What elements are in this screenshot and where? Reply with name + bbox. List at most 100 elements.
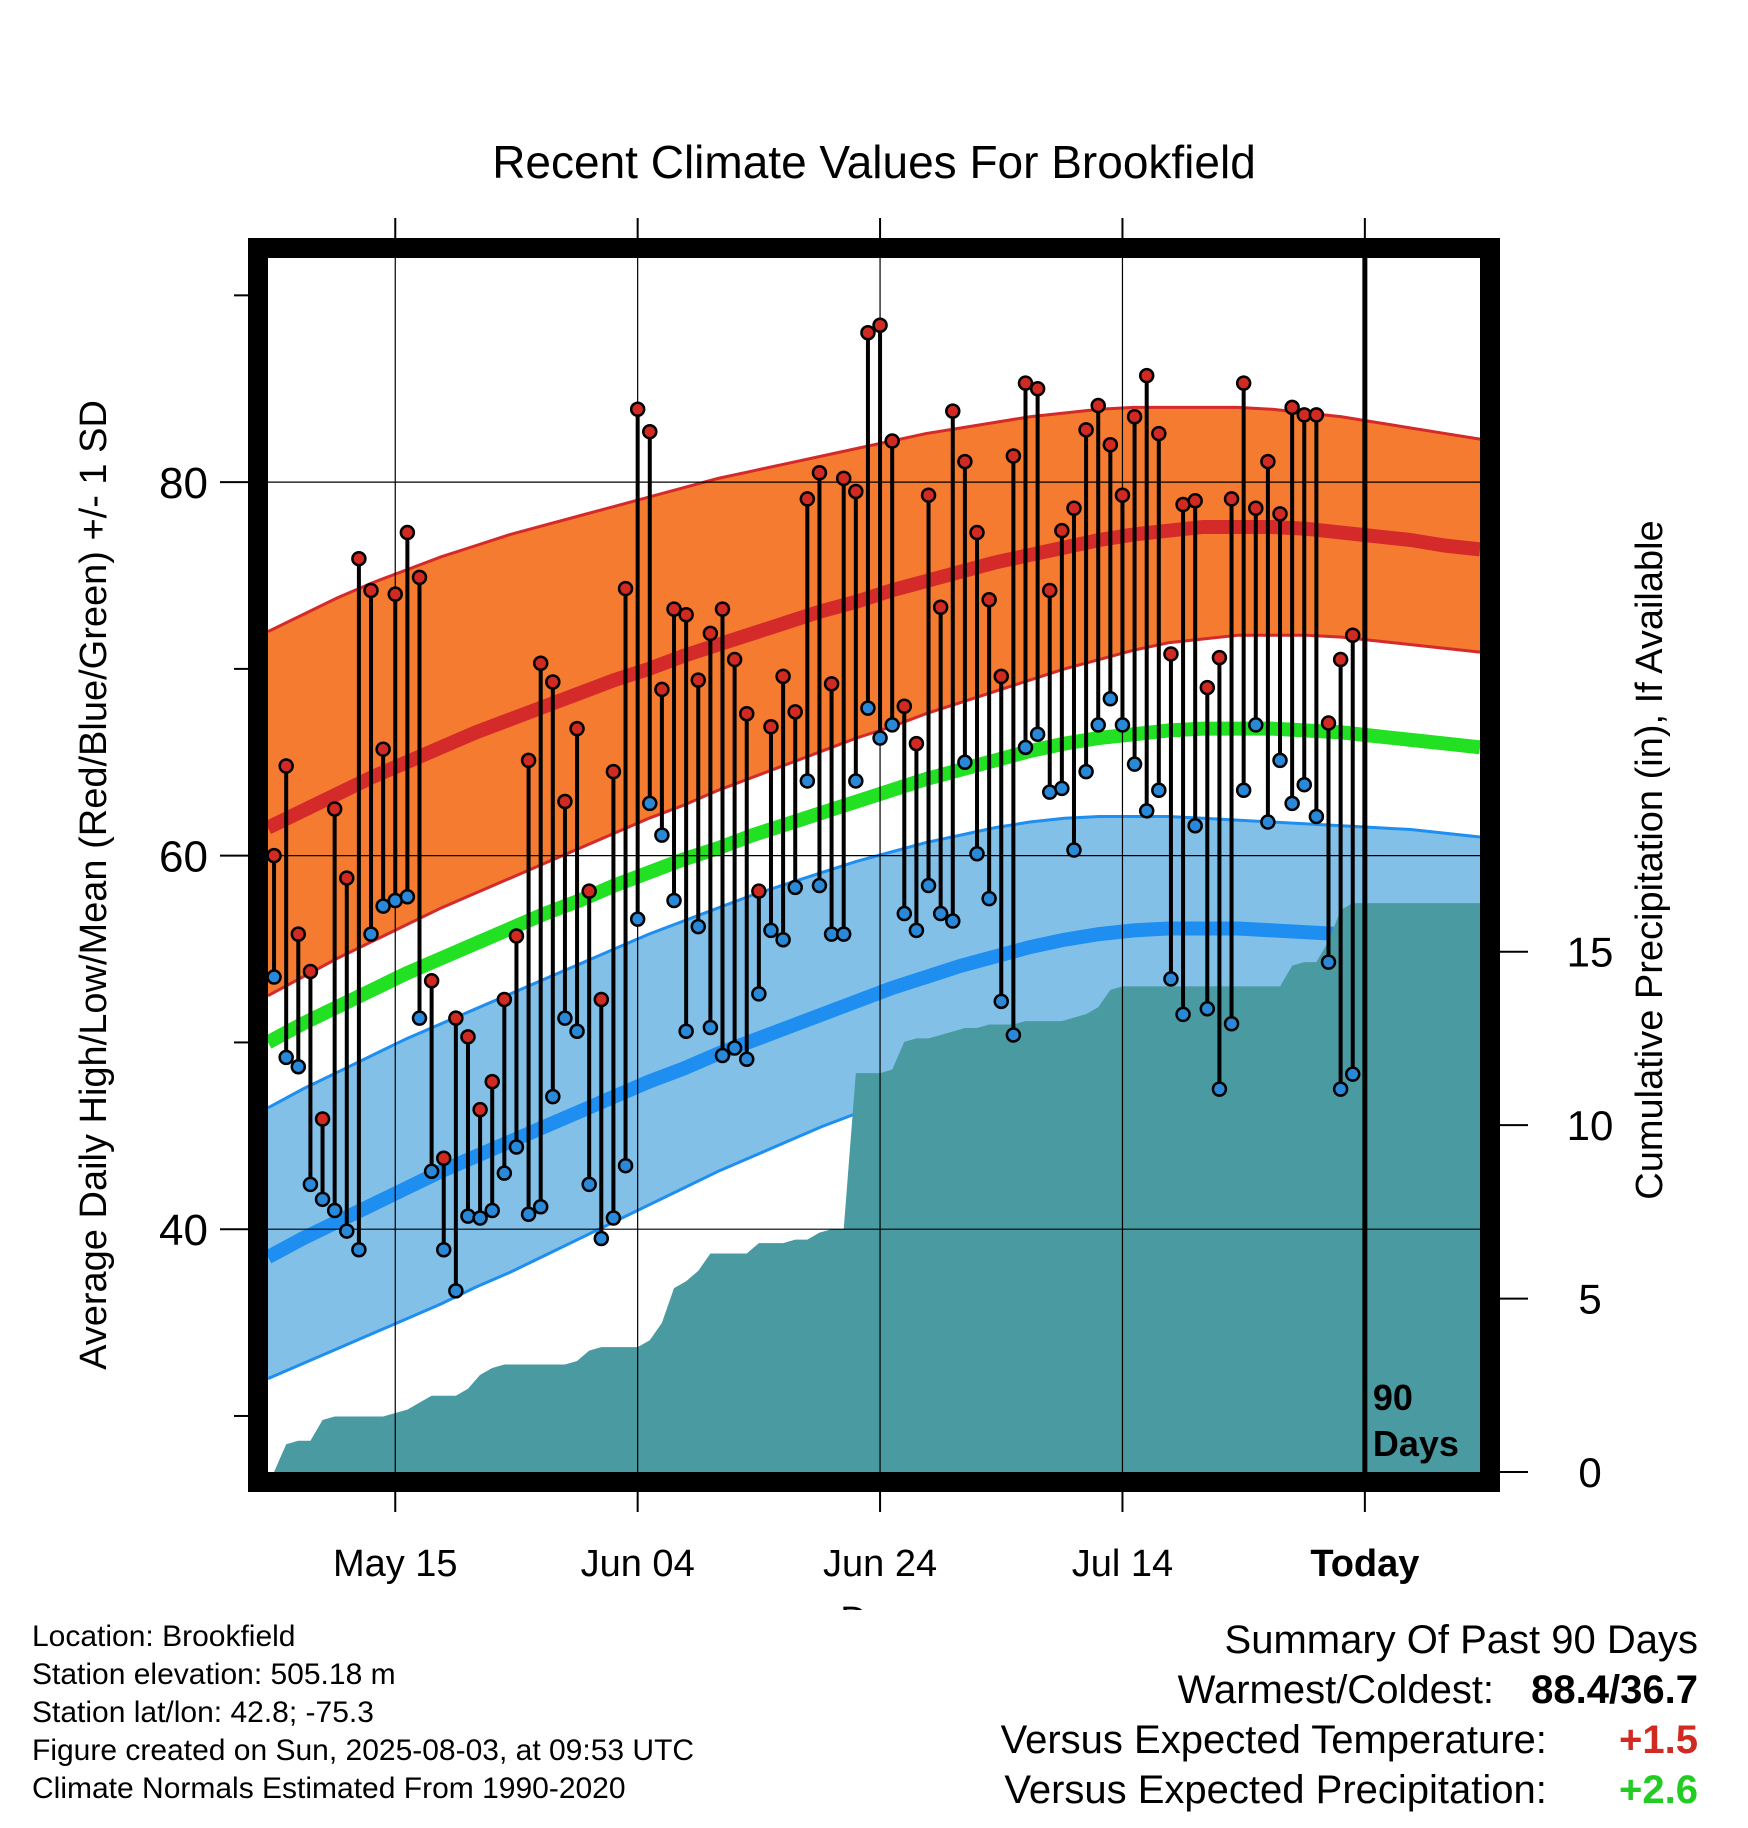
daily-high-point (860, 324, 876, 341)
normal-high-line (264, 519, 1481, 834)
y2-tick-label: 0 (1578, 1449, 1601, 1496)
daily-high-point (1078, 422, 1094, 438)
daily-low-point (690, 918, 707, 935)
daily-low-point (787, 879, 803, 896)
daily-high-point (399, 524, 416, 541)
daily-low-point (714, 1047, 731, 1064)
daily-high-point (423, 973, 440, 989)
daily-high-point (714, 601, 731, 617)
daily-low-point (339, 1223, 355, 1239)
precip-label: Versus Expected Precipitation: (1004, 1768, 1547, 1812)
daily-high-point (654, 681, 670, 698)
today-days-label: Days (1373, 1423, 1459, 1464)
temp-label: Versus Expected Temperature: (1000, 1718, 1547, 1762)
daily-high-point (751, 883, 767, 899)
daily-high-point (1284, 399, 1300, 416)
x-tick-label: May 15 (333, 1543, 458, 1585)
daily-low-point (1017, 739, 1034, 756)
daily-high-point (642, 423, 658, 440)
daily-low-point (569, 1023, 585, 1039)
daily-high-point (629, 401, 646, 418)
daily-high-point (1029, 380, 1046, 397)
daily-low-point (920, 877, 937, 894)
daily-high-point (472, 1101, 488, 1118)
daily-high-point (1005, 448, 1022, 464)
daily-high-point (848, 483, 864, 500)
created-text: Figure created on Sun, 2025-08-03, at 09… (32, 1734, 695, 1767)
summary-panel: Summary Of Past 90 Days Warmest/Coldest:… (1001, 1615, 1698, 1815)
temp-value: +1.5 (1619, 1718, 1698, 1762)
summary-heading: Summary Of Past 90 Days (1224, 1618, 1698, 1662)
precip-row: Versus Expected Precipitation: +2.6 (1001, 1765, 1698, 1815)
y2-tick-label: 10 (1567, 1102, 1614, 1149)
elevation-text: Station elevation: 505.18 m (32, 1658, 396, 1691)
daily-low-point (1126, 756, 1143, 772)
daily-high-point (1102, 437, 1119, 453)
daily-low-point (399, 889, 416, 905)
daily-low-point (738, 1051, 755, 1067)
daily-high-point (1163, 646, 1179, 662)
daily-low-point (1054, 780, 1070, 797)
daily-low-point (860, 700, 876, 716)
x-tick-label: Jun 04 (581, 1543, 695, 1585)
daily-high-point (290, 926, 307, 942)
daily-high-point (266, 847, 282, 864)
daily-low-point (969, 846, 985, 862)
daily-high-point (1114, 487, 1131, 503)
temp-row: Versus Expected Temperature: +1.5 (1001, 1715, 1698, 1765)
daily-low-point (302, 1176, 319, 1193)
daily-low-point (957, 754, 973, 771)
daily-low-point (605, 1210, 622, 1226)
daily-high-point (1066, 500, 1082, 517)
daily-low-point (351, 1241, 367, 1258)
daily-high-point (532, 655, 549, 672)
daily-low-point (1005, 1027, 1022, 1043)
daily-high-point (1199, 679, 1216, 696)
daily-high-point (678, 606, 694, 623)
normal-low-line (264, 921, 1481, 1264)
daily-high-point (666, 601, 682, 617)
daily-low-point (363, 926, 379, 942)
daily-low-point (1248, 717, 1264, 733)
daily-high-point (1041, 582, 1058, 599)
y-tick-label: 80 (159, 459, 208, 508)
station-info: Location: Brookfield Station elevation: … (32, 1618, 694, 1808)
daily-low-point (266, 969, 282, 985)
daily-low-point (1199, 1001, 1216, 1017)
daily-high-point (520, 752, 537, 769)
daily-low-point (872, 730, 888, 746)
plot-area: 90 Days 40 60 80 0 5 10 15 May 15 Jun 04 Jun 24 Jul … (73, 218, 1671, 1585)
daily-high-point (1308, 407, 1325, 423)
daily-high-point (799, 491, 816, 507)
daily-low-point (460, 1208, 476, 1224)
x-tick-label: Jul 14 (1072, 1543, 1173, 1585)
daily-high-point (314, 1111, 331, 1127)
daily-low-point (472, 1210, 488, 1226)
daily-high-point (508, 928, 525, 944)
daily-low-point (508, 1139, 525, 1155)
daily-low-point (1066, 842, 1082, 858)
daily-high-point (835, 470, 852, 487)
daily-low-point (593, 1230, 610, 1247)
daily-low-point (278, 1049, 294, 1066)
daily-low-point (932, 905, 949, 922)
latlon-text: Station lat/lon: 42.8; -75.3 (32, 1696, 374, 1729)
daily-high-point (823, 676, 840, 692)
y2-tick-label: 5 (1578, 1276, 1601, 1323)
daily-low-point (1260, 814, 1276, 830)
daily-low-point (545, 1088, 561, 1105)
daily-low-point (375, 898, 391, 914)
location-text: Location: Brookfield (32, 1620, 296, 1653)
daily-high-point (957, 453, 973, 470)
daily-low-point (1151, 782, 1167, 799)
daily-high-point (920, 487, 937, 503)
daily-low-point (654, 827, 670, 843)
daily-low-point (1090, 717, 1106, 733)
daily-high-point (1332, 651, 1349, 668)
daily-high-point (1223, 491, 1240, 507)
plot-frame (248, 238, 1500, 1492)
daily-low-point (775, 931, 791, 948)
daily-high-point (339, 870, 355, 886)
chart-title: Recent Climate Values For Brookfield (492, 136, 1256, 188)
daily-high-point (1248, 500, 1264, 517)
